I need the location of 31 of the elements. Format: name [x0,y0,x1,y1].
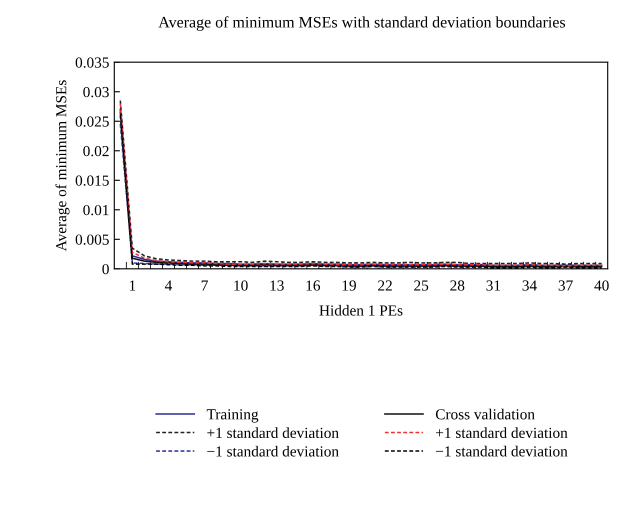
legend-label: −1 standard deviation [436,446,568,457]
legend-label: −1 standard deviation [207,446,339,457]
x-tick-label: 19 [342,280,356,291]
y-tick-label: 0 [102,264,109,274]
x-tick-label: 22 [378,280,392,291]
y-tick-label: 0.005 [76,234,109,245]
x-tick-label: 13 [270,280,284,291]
legend-label: +1 standard deviation [436,427,568,438]
x-tick-label: 1 [130,280,136,291]
legend-label: Training [206,409,258,423]
x-tick-label: 7 [202,280,208,291]
legend-label: +1 standard deviation [207,427,339,438]
x-tick-label: 31 [486,280,500,291]
x-tick-label: 10 [234,280,248,291]
y-tick-label: 0.015 [76,175,109,186]
y-tick-label: 0.01 [83,204,109,216]
x-tick-label: 28 [450,280,464,291]
x-tick-label: 25 [414,280,428,291]
x-tick-label: 34 [522,280,537,291]
legend-label: Cross validation [436,408,535,420]
y-axis-title: Average of minimum MSEs [55,80,70,252]
x-tick-label: 40 [594,280,609,291]
y-tick-label: 0.02 [83,146,109,156]
x-tick-label: 16 [306,280,320,291]
y-tick-label: 0.025 [76,116,109,127]
x-tick-label: 37 [558,280,573,291]
y-tick-label: 0.035 [76,57,109,68]
y-tick-label: 0.03 [83,86,109,98]
x-axis-title: Hidden 1 PEs [319,304,402,316]
x-tick-label: 4 [164,280,172,291]
chart-title: Average of minimum MSEs with standard deviation boundaries [158,16,566,31]
